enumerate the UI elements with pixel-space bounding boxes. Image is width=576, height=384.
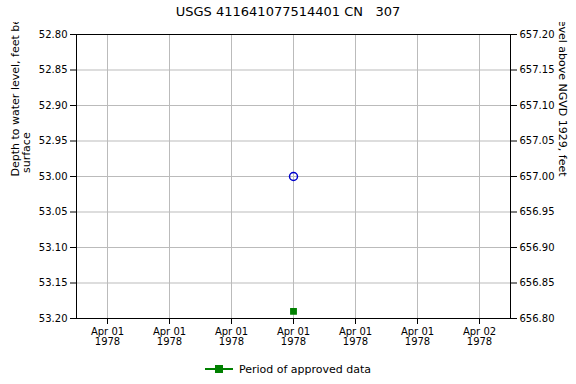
svg-text:52.85: 52.85 xyxy=(39,64,68,75)
svg-text:657.15: 657.15 xyxy=(520,64,555,75)
svg-text:Apr 011978: Apr 011978 xyxy=(215,326,248,347)
html-text:Period of approved data: Period of approved data xyxy=(238,362,372,376)
svg-text:Apr 011978: Apr 011978 xyxy=(339,326,372,347)
svg-text:53.15: 53.15 xyxy=(39,277,68,288)
svg-text:Apr 011978: Apr 011978 xyxy=(153,326,186,347)
svg-text:656.90: 656.90 xyxy=(520,242,555,253)
svg-text:657.10: 657.10 xyxy=(520,100,555,111)
svg-text:53.20: 53.20 xyxy=(39,313,68,324)
svg-text:657.00: 657.00 xyxy=(520,171,555,182)
svg-text:Apr 011978: Apr 011978 xyxy=(91,326,124,347)
svg-text:Groundwater level above NGVD 1: Groundwater level above NGVD 1929, feet xyxy=(556,22,569,177)
svg-text:Apr 011978: Apr 011978 xyxy=(277,326,310,347)
svg-text:53.10: 53.10 xyxy=(39,242,68,253)
svg-text:52.80: 52.80 xyxy=(39,29,68,40)
svg-text:52.95: 52.95 xyxy=(39,135,68,146)
html-text:USGS 411641077514401 CN 307: USGS 411641077514401 CN 307 xyxy=(175,4,401,19)
svg-text:657.05: 657.05 xyxy=(520,135,555,146)
svg-text:53.05: 53.05 xyxy=(39,206,68,217)
svg-text:Apr 011978: Apr 011978 xyxy=(401,326,434,347)
svg-text:Depth to water level, feet bel: Depth to water level, feet below land su… xyxy=(9,22,33,177)
svg-text:656.95: 656.95 xyxy=(520,206,555,217)
svg-text:53.00: 53.00 xyxy=(39,171,68,182)
svg-text:656.80: 656.80 xyxy=(520,313,555,324)
svg-text:657.20: 657.20 xyxy=(520,29,555,40)
svg-text:52.90: 52.90 xyxy=(39,100,68,111)
svg-text:Apr 021978: Apr 021978 xyxy=(463,326,496,347)
svg-text:656.85: 656.85 xyxy=(520,277,555,288)
